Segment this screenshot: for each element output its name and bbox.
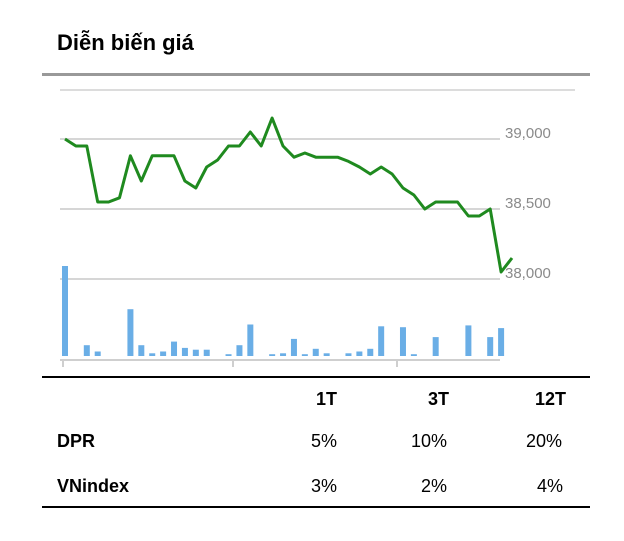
volume-bar [367, 348, 374, 356]
vnindex-12t: 4% [537, 476, 564, 496]
volume-bar [83, 345, 90, 356]
volume-bar [280, 353, 287, 356]
volume-bar [62, 266, 68, 356]
volume-bar [356, 351, 363, 356]
volume-bar [498, 328, 505, 356]
col-header-1t: 1T [316, 389, 338, 409]
price-chart: 39,000 38,500 38,000 [60, 89, 575, 367]
volume-bar [247, 324, 254, 356]
volume-bar [127, 309, 134, 356]
table-top-rule [42, 376, 590, 378]
volume-bar [138, 345, 145, 356]
volume-bar [290, 338, 297, 356]
y-tick-label: 38,500 [505, 195, 551, 212]
dpr-1t: 5% [311, 431, 338, 451]
y-tick-label: 39,000 [505, 125, 551, 142]
vnindex-1t: 3% [311, 476, 338, 496]
table-bottom-rule [42, 506, 590, 508]
volume-bar [465, 325, 472, 356]
row-label-vnindex: VNindex [57, 476, 130, 496]
volume-bar [399, 327, 406, 356]
volume-bar [181, 347, 188, 356]
chart-title: Diễn biến giá [57, 30, 194, 55]
col-header-12t: 12T [535, 389, 567, 409]
volume-bar [192, 349, 199, 356]
title-divider [42, 73, 590, 76]
volume-bar [149, 353, 156, 356]
col-header-3t: 3T [428, 389, 450, 409]
volume-bar [312, 348, 319, 356]
volume-bar [236, 345, 243, 356]
dpr-3t: 10% [411, 431, 448, 451]
volume-bar [171, 341, 178, 356]
volume-bar [378, 326, 385, 356]
volume-bar [323, 353, 330, 356]
vnindex-3t: 2% [421, 476, 448, 496]
volume-bar [487, 337, 494, 356]
y-tick-label: 38,000 [505, 265, 551, 282]
volume-bar [432, 337, 439, 356]
volume-bar [225, 354, 232, 356]
volume-bar [160, 351, 167, 356]
volume-bar [203, 349, 210, 356]
row-label-dpr: DPR [57, 431, 96, 451]
volume-bar [301, 354, 308, 356]
dpr-12t: 20% [526, 431, 563, 451]
price-line [64, 116, 514, 274]
volume-bar [410, 354, 417, 356]
volume-bar [345, 353, 352, 356]
volume-bar [269, 354, 276, 356]
volume-bar [94, 351, 101, 356]
